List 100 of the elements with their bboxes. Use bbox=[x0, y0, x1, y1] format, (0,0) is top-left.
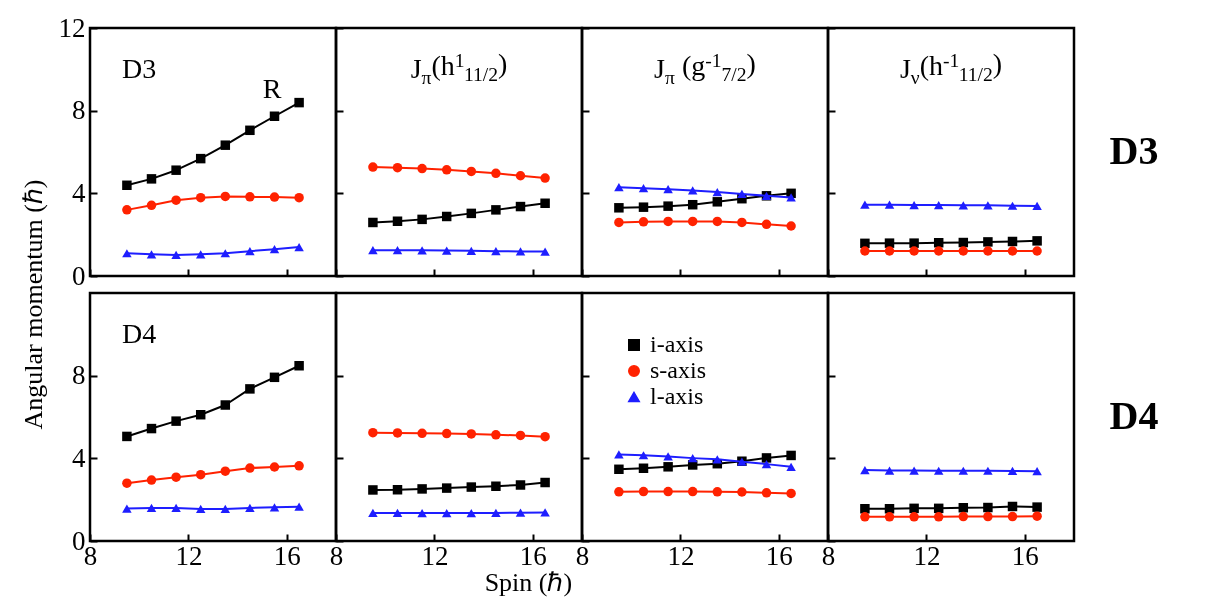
point bbox=[146, 250, 157, 259]
point bbox=[909, 201, 919, 210]
point bbox=[1007, 511, 1018, 522]
point bbox=[933, 201, 944, 210]
point bbox=[712, 187, 723, 197]
point bbox=[712, 216, 723, 227]
text: D4 bbox=[1109, 393, 1159, 438]
x-tick-label: 8 bbox=[329, 540, 344, 571]
point bbox=[491, 168, 501, 179]
point bbox=[638, 451, 649, 460]
x-tick-label: 12 bbox=[913, 540, 941, 571]
point bbox=[441, 428, 452, 439]
point bbox=[122, 205, 132, 215]
point bbox=[540, 247, 550, 256]
x-tick-label: 8 bbox=[575, 540, 590, 571]
point bbox=[540, 173, 550, 183]
point bbox=[1032, 201, 1042, 211]
point bbox=[245, 125, 255, 136]
point bbox=[466, 482, 477, 492]
point bbox=[466, 429, 477, 439]
point bbox=[638, 202, 649, 212]
point bbox=[687, 486, 698, 497]
point bbox=[491, 205, 501, 215]
point bbox=[860, 466, 870, 475]
point bbox=[269, 372, 280, 383]
point bbox=[958, 511, 969, 522]
legend-label: s-axis bbox=[650, 357, 706, 383]
point bbox=[368, 427, 378, 438]
point bbox=[417, 508, 427, 518]
point bbox=[220, 466, 231, 476]
y-tick-label: 4 bbox=[72, 442, 86, 473]
legend-label: l-axis bbox=[650, 383, 704, 409]
point bbox=[195, 153, 206, 164]
point bbox=[614, 183, 624, 192]
point bbox=[860, 238, 870, 249]
point bbox=[392, 246, 403, 255]
point bbox=[1032, 236, 1042, 246]
annotation: D3 bbox=[122, 53, 157, 84]
point bbox=[786, 221, 796, 231]
point bbox=[146, 423, 157, 434]
point bbox=[786, 488, 796, 499]
point bbox=[171, 195, 181, 205]
point bbox=[663, 486, 673, 497]
point bbox=[909, 466, 919, 475]
annotation: R bbox=[262, 73, 282, 104]
point bbox=[417, 214, 427, 225]
point bbox=[737, 189, 747, 199]
point bbox=[933, 246, 944, 256]
point bbox=[1032, 502, 1042, 512]
point bbox=[269, 111, 280, 121]
point bbox=[146, 503, 157, 513]
point bbox=[171, 416, 181, 426]
point bbox=[1007, 466, 1018, 476]
point bbox=[614, 450, 624, 459]
point bbox=[122, 478, 132, 488]
point bbox=[515, 201, 526, 212]
point bbox=[909, 238, 919, 248]
y-tick-label: 12 bbox=[58, 12, 86, 43]
point bbox=[269, 462, 280, 472]
y-axis-title: Angular momentum (ℏ) bbox=[18, 179, 48, 430]
point bbox=[663, 185, 673, 194]
point bbox=[368, 246, 378, 255]
point bbox=[614, 487, 624, 497]
point bbox=[958, 502, 969, 513]
text: J$_{π}$(h$^{1}$$_{11/2}$) bbox=[410, 47, 508, 88]
point bbox=[983, 237, 993, 247]
point bbox=[466, 508, 477, 518]
point bbox=[1007, 201, 1018, 210]
point bbox=[220, 140, 231, 150]
point bbox=[466, 208, 477, 219]
point bbox=[220, 191, 231, 202]
point bbox=[761, 460, 772, 469]
point bbox=[515, 247, 526, 256]
point bbox=[441, 165, 452, 175]
point bbox=[909, 246, 919, 256]
y-tick-label: 0 bbox=[72, 260, 86, 291]
point bbox=[687, 186, 698, 195]
point bbox=[146, 475, 157, 485]
point bbox=[294, 502, 304, 511]
point bbox=[245, 247, 255, 256]
point bbox=[884, 200, 895, 209]
point bbox=[220, 400, 231, 410]
point bbox=[909, 503, 919, 514]
point bbox=[933, 466, 944, 475]
point bbox=[245, 463, 255, 473]
annotation: D4 bbox=[122, 318, 157, 349]
point bbox=[122, 249, 132, 258]
point bbox=[441, 211, 452, 222]
point bbox=[171, 503, 181, 513]
point bbox=[1032, 511, 1042, 521]
point bbox=[195, 409, 206, 420]
point bbox=[933, 512, 944, 522]
point bbox=[195, 192, 206, 203]
point bbox=[860, 512, 870, 522]
point bbox=[146, 174, 157, 184]
point bbox=[171, 250, 181, 260]
point bbox=[515, 430, 526, 441]
point bbox=[171, 165, 181, 175]
point bbox=[417, 428, 427, 439]
point bbox=[220, 504, 231, 514]
